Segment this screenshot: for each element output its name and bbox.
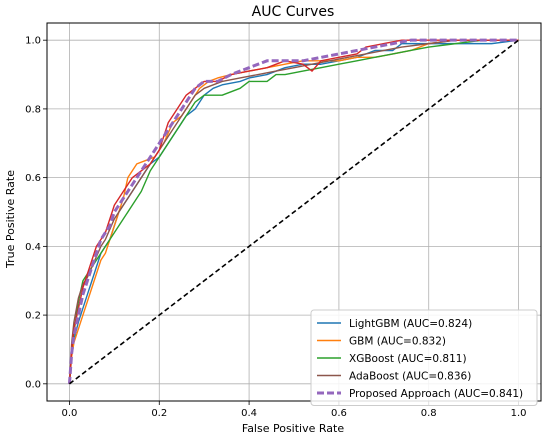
x-tick-label: 0.8 bbox=[421, 408, 437, 419]
x-tick-label: 1.0 bbox=[511, 408, 527, 419]
x-axis-label: False Positive Rate bbox=[242, 422, 344, 435]
y-tick-label: 1.0 bbox=[25, 36, 41, 47]
chart-title: AUC Curves bbox=[252, 4, 335, 20]
y-tick-label: 0.4 bbox=[25, 242, 41, 253]
legend-label: LightGBM (AUC=0.824) bbox=[349, 318, 472, 330]
ticks: 0.0 0.2 0.4 0.6 0.8 1.0 0.0 0.2 0.4 0.6 0.8 1.0 bbox=[25, 36, 526, 419]
x-tick-label: 0.6 bbox=[331, 408, 347, 419]
series-lines bbox=[67, 38, 520, 385]
x-tick-label: 0.4 bbox=[241, 408, 257, 419]
y-tick-label: 0.0 bbox=[25, 379, 41, 390]
legend-label: GBM (AUC=0.832) bbox=[349, 336, 446, 348]
plot-frame bbox=[46, 22, 542, 402]
y-tick-label: 0.6 bbox=[25, 173, 41, 184]
y-axis-label: True Positive Rate bbox=[4, 170, 17, 269]
legend-label: Proposed Approach (AUC=0.841) bbox=[349, 388, 523, 400]
series-line-1 bbox=[68, 39, 519, 384]
y-tick-label: 0.2 bbox=[25, 311, 41, 322]
x-tick-label: 0.2 bbox=[151, 408, 167, 419]
grid bbox=[47, 23, 541, 401]
series-line-5 bbox=[67, 38, 519, 384]
series-line-6 bbox=[68, 39, 520, 385]
legend-label: AdaBoost (AUC=0.836) bbox=[349, 371, 471, 383]
y-tick-label: 0.8 bbox=[25, 104, 41, 115]
x-tick-label: 0.0 bbox=[62, 408, 78, 419]
series-line-3 bbox=[68, 39, 519, 384]
legend-box bbox=[310, 309, 538, 406]
legend: LightGBM (AUC=0.824) GBM (AUC=0.832) XGBoo… bbox=[310, 309, 538, 406]
legend-label: XGBoost (AUC=0.811) bbox=[349, 353, 467, 365]
series-line-4 bbox=[68, 39, 519, 384]
